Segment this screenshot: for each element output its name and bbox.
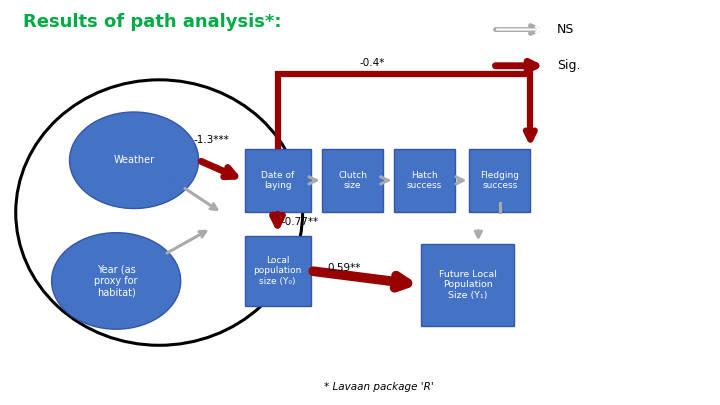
FancyBboxPatch shape: [245, 236, 310, 306]
Text: Results of path analysis*:: Results of path analysis*:: [23, 13, 282, 32]
FancyBboxPatch shape: [323, 149, 383, 211]
Ellipse shape: [52, 232, 181, 329]
Text: Date of
laying: Date of laying: [261, 171, 294, 190]
Text: Sig.: Sig.: [557, 59, 581, 72]
Text: Fledging
success: Fledging success: [480, 171, 519, 190]
Text: Weather: Weather: [114, 155, 155, 165]
Text: 0.59**: 0.59**: [328, 263, 361, 273]
Ellipse shape: [70, 112, 199, 209]
Text: Future Local
Population
Size (Y₁): Future Local Population Size (Y₁): [438, 270, 497, 300]
Text: Local
population
size (Y₀): Local population size (Y₀): [253, 256, 302, 286]
Text: Hatch
success: Hatch success: [407, 171, 442, 190]
FancyBboxPatch shape: [394, 149, 455, 211]
FancyBboxPatch shape: [421, 244, 514, 326]
Text: Clutch
size: Clutch size: [338, 171, 367, 190]
FancyBboxPatch shape: [469, 149, 531, 211]
Text: -0.4*: -0.4*: [360, 58, 385, 68]
Text: NS: NS: [557, 23, 575, 36]
Text: -1.3***: -1.3***: [194, 135, 230, 145]
Text: Year (as
proxy for
habitat): Year (as proxy for habitat): [94, 264, 138, 298]
Text: * Lavaan package 'R': * Lavaan package 'R': [324, 382, 434, 392]
FancyBboxPatch shape: [245, 149, 310, 211]
Text: -0.77**: -0.77**: [281, 217, 318, 227]
